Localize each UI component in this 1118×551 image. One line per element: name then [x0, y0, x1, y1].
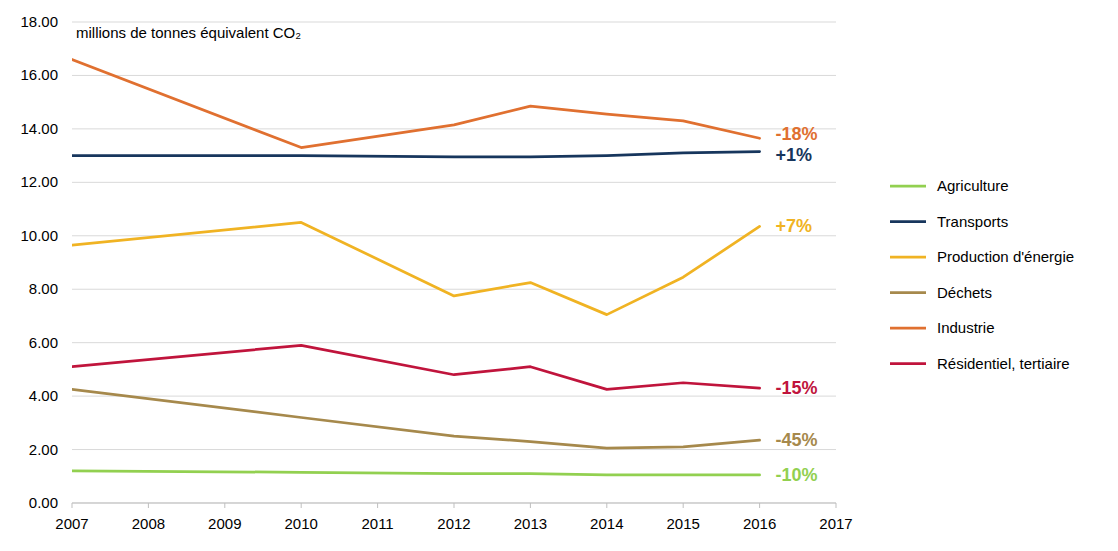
series-line: [72, 389, 760, 448]
x-tick: [759, 503, 760, 508]
x-tick-label: 2013: [514, 515, 547, 532]
y-tick-label: 10.00: [20, 227, 58, 244]
annotation: -10%: [776, 465, 818, 485]
y-axis-label: millions de tonnes équivalent CO₂: [76, 24, 301, 41]
x-tick: [301, 503, 302, 508]
grid-line: [72, 289, 836, 290]
y-tick-label: 12.00: [20, 173, 58, 190]
x-tick-label: 2012: [437, 515, 470, 532]
x-tick: [836, 503, 837, 508]
series-line: [72, 152, 760, 157]
legend-swatch: [890, 291, 926, 294]
legend-label: Déchets: [937, 284, 992, 301]
chart: 0.00 2.00 4.00 6.00 8.00 10.00 12.00 14.00 16.00…: [0, 0, 1118, 551]
annotation: -18%: [776, 124, 818, 144]
annotation: -45%: [776, 430, 818, 450]
y-tick-label: 4.00: [29, 387, 58, 404]
grid-line: [72, 22, 836, 23]
x-tick-label: 2015: [667, 515, 700, 532]
annotation: +1%: [776, 145, 813, 165]
series-line: [72, 345, 760, 389]
y-tick-label: 2.00: [29, 441, 58, 458]
legend-label: Industrie: [937, 319, 995, 336]
y-tick-label: 16.00: [20, 66, 58, 83]
x-tick-label: 2016: [743, 515, 776, 532]
grid-line: [72, 235, 836, 236]
x-tick: [530, 503, 531, 508]
series-line: [72, 222, 760, 314]
x-tick-label: 2008: [132, 515, 165, 532]
x-tick-label: 2009: [208, 515, 241, 532]
x-tick-label: 2017: [819, 515, 852, 532]
legend-label: Production d'énergie: [937, 248, 1074, 265]
x-tick-label: 2007: [55, 515, 88, 532]
x-tick-label: 2014: [590, 515, 623, 532]
x-tick: [148, 503, 149, 508]
x-tick-label: 2010: [285, 515, 318, 532]
grid-line: [72, 75, 836, 76]
x-tick: [683, 503, 684, 508]
legend-label: Transports: [937, 213, 1008, 230]
y-tick-label: 6.00: [29, 334, 58, 351]
x-tick-label: 2011: [361, 515, 393, 532]
legend-swatch: [890, 256, 926, 259]
x-tick: [224, 503, 225, 508]
plot-lines: [72, 59, 760, 475]
grid-line: [72, 396, 836, 397]
legend-label: Résidentiel, tertiaire: [937, 355, 1070, 372]
grid-line: [72, 342, 836, 343]
grid-line: [72, 182, 836, 183]
series-line: [72, 59, 760, 147]
x-tick: [606, 503, 607, 508]
legend-label: Agriculture: [937, 177, 1009, 194]
legend-swatch: [890, 185, 926, 188]
annotation: -15%: [776, 378, 818, 398]
y-tick-label: 18.00: [20, 13, 58, 30]
y-tick-label: 0.00: [29, 494, 58, 511]
legend-swatch: [890, 327, 926, 330]
x-tick: [377, 503, 378, 508]
x-tick: [454, 503, 455, 508]
grid-line: [72, 449, 836, 450]
x-tick: [72, 503, 73, 508]
legend-swatch: [890, 362, 926, 365]
annotation: +7%: [776, 216, 813, 236]
legend-swatch: [890, 220, 926, 223]
y-tick-label: 14.00: [20, 120, 58, 137]
y-tick-label: 8.00: [29, 280, 58, 297]
series-line: [72, 471, 760, 475]
